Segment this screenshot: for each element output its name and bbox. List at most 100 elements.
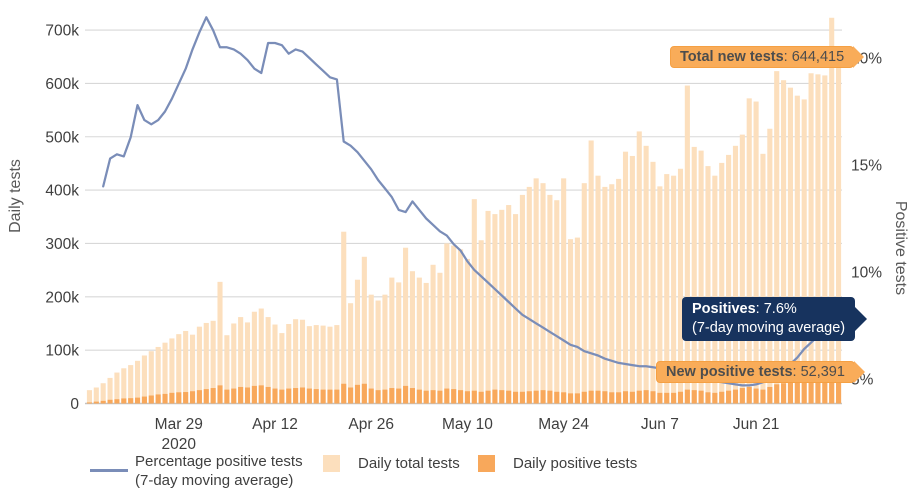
bar-daily-total[interactable] [189,334,196,404]
bar-daily-total[interactable] [354,279,361,404]
bar-daily-positive[interactable] [389,388,395,404]
bar-daily-positive[interactable] [437,390,443,404]
bar-daily-total[interactable] [368,294,374,404]
bar-daily-positive[interactable] [781,383,787,404]
bar-daily-total[interactable] [774,71,780,404]
bar-daily-total[interactable] [279,333,285,404]
bar-daily-total[interactable] [396,282,402,404]
bar-daily-positive[interactable] [836,375,842,404]
bar-daily-total[interactable] [121,368,127,404]
bar-daily-positive[interactable] [244,387,251,404]
bar-daily-positive[interactable] [732,389,739,404]
bar-daily-positive[interactable] [134,397,141,404]
bar-daily-total[interactable] [671,175,677,404]
bar-daily-total[interactable] [361,256,367,404]
bar-daily-total[interactable] [629,155,635,404]
bar-daily-positive[interactable] [664,392,670,404]
bar-daily-total[interactable] [808,73,814,404]
bar-daily-positive[interactable] [313,389,319,404]
bar-daily-positive[interactable] [217,385,223,404]
bar-daily-positive[interactable] [533,390,539,404]
bar-daily-positive[interactable] [650,391,656,404]
bar-daily-positive[interactable] [238,386,244,404]
bar-daily-total[interactable] [691,146,697,404]
bar-daily-positive[interactable] [203,389,209,404]
bar-daily-positive[interactable] [93,401,99,404]
bar-daily-total[interactable] [320,325,326,404]
bar-daily-positive[interactable] [609,392,615,404]
bar-daily-positive[interactable] [485,390,491,404]
bar-daily-total[interactable] [581,183,587,404]
bar-daily-total[interactable] [93,387,99,404]
bar-daily-total[interactable] [561,178,567,404]
bar-daily-total[interactable] [458,249,464,404]
bar-daily-positive[interactable] [162,393,168,404]
bar-daily-positive[interactable] [148,395,154,404]
bar-daily-positive[interactable] [767,386,773,404]
bar-daily-total[interactable] [299,319,306,404]
bar-daily-positive[interactable] [554,391,560,404]
bar-daily-positive[interactable] [829,374,835,404]
bar-daily-total[interactable] [677,168,684,404]
bar-daily-positive[interactable] [561,392,567,404]
bar-daily-positive[interactable] [451,389,457,404]
bar-daily-total[interactable] [815,74,821,404]
bar-daily-total[interactable] [100,383,106,404]
bar-daily-positive[interactable] [684,389,690,404]
bar-daily-positive[interactable] [368,388,374,404]
bar-daily-positive[interactable] [114,399,120,404]
bar-daily-total[interactable] [794,95,800,404]
bar-daily-positive[interactable] [464,391,470,404]
bar-daily-positive[interactable] [526,391,532,404]
bar-daily-positive[interactable] [444,388,450,404]
bar-daily-positive[interactable] [327,389,333,404]
legend-item-daily-positive-tests[interactable]: Daily positive tests [478,452,637,476]
bar-daily-total[interactable] [313,325,319,404]
bar-daily-total[interactable] [602,186,608,404]
bar-daily-positive[interactable] [169,392,175,404]
bar-daily-positive[interactable] [719,391,725,404]
bar-daily-positive[interactable] [787,381,794,404]
bar-daily-positive[interactable] [141,396,147,404]
bar-daily-total[interactable] [499,209,505,404]
bar-daily-positive[interactable] [691,390,697,404]
bar-daily-total[interactable] [341,231,347,404]
bar-daily-positive[interactable] [430,390,436,404]
bar-daily-total[interactable] [306,326,312,404]
legend-item-daily-total-tests[interactable]: Daily total tests [323,452,460,476]
bar-daily-positive[interactable] [547,390,553,404]
bar-daily-total[interactable] [176,334,182,404]
bar-daily-total[interactable] [719,162,725,404]
bar-daily-total[interactable] [609,184,615,404]
bar-daily-total[interactable] [547,194,553,404]
bar-daily-total[interactable] [251,311,257,404]
bar-daily-positive[interactable] [286,388,292,404]
bar-daily-total[interactable] [375,300,381,404]
bar-daily-positive[interactable] [698,390,704,404]
bar-daily-total[interactable] [698,150,704,404]
bar-daily-total[interactable] [128,365,134,404]
bar-daily-total[interactable] [203,322,209,404]
bar-daily-positive[interactable] [196,390,202,404]
bar-daily-total[interactable] [657,186,663,404]
bar-daily-positive[interactable] [471,390,477,404]
bar-daily-total[interactable] [533,178,539,404]
bar-daily-positive[interactable] [251,385,257,404]
bar-daily-total[interactable] [712,175,718,404]
bar-daily-positive[interactable] [86,402,92,404]
bar-daily-total[interactable] [732,145,739,404]
bar-daily-positive[interactable] [774,384,780,404]
bar-daily-positive[interactable] [279,389,285,404]
bar-daily-positive[interactable] [671,392,677,404]
bar-daily-total[interactable] [183,330,189,404]
bar-daily-total[interactable] [196,326,202,404]
bar-daily-positive[interactable] [265,386,271,404]
bar-daily-total[interactable] [224,335,230,404]
bar-daily-positive[interactable] [107,399,113,404]
bar-daily-positive[interactable] [512,391,519,404]
bar-daily-total[interactable] [519,194,525,404]
bar-daily-positive[interactable] [423,390,429,404]
bar-daily-total[interactable] [588,140,594,404]
bar-daily-total[interactable] [739,134,745,404]
bar-daily-positive[interactable] [636,390,642,404]
